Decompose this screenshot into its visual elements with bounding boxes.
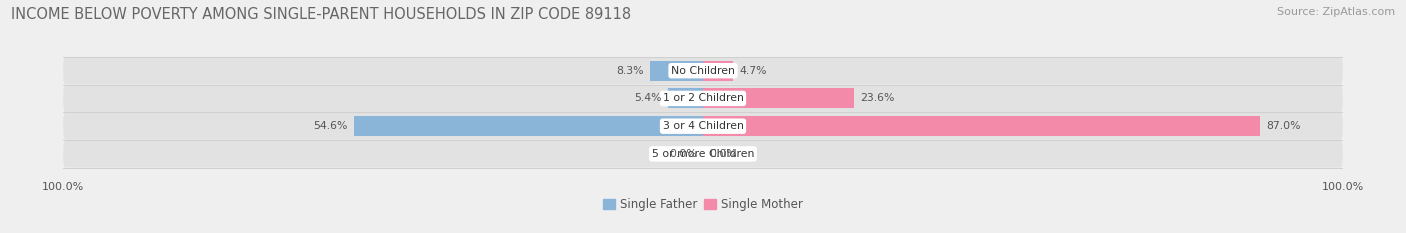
Text: 1 or 2 Children: 1 or 2 Children — [662, 93, 744, 103]
Text: 5.4%: 5.4% — [634, 93, 662, 103]
Bar — [703, 116, 1260, 136]
Text: 23.6%: 23.6% — [860, 93, 894, 103]
FancyBboxPatch shape — [63, 85, 1343, 112]
Text: 3 or 4 Children: 3 or 4 Children — [662, 121, 744, 131]
Text: 87.0%: 87.0% — [1265, 121, 1301, 131]
Text: 0.0%: 0.0% — [669, 149, 696, 159]
Bar — [650, 61, 703, 81]
Bar — [668, 89, 703, 108]
Legend: Single Father, Single Mother: Single Father, Single Mother — [599, 193, 807, 216]
FancyBboxPatch shape — [63, 140, 1343, 168]
Text: 4.7%: 4.7% — [740, 66, 766, 76]
Text: 8.3%: 8.3% — [616, 66, 644, 76]
Text: 5 or more Children: 5 or more Children — [652, 149, 754, 159]
Bar — [354, 116, 703, 136]
Text: 54.6%: 54.6% — [314, 121, 347, 131]
Text: Source: ZipAtlas.com: Source: ZipAtlas.com — [1277, 7, 1395, 17]
Bar — [703, 61, 733, 81]
Text: No Children: No Children — [671, 66, 735, 76]
Text: INCOME BELOW POVERTY AMONG SINGLE-PARENT HOUSEHOLDS IN ZIP CODE 89118: INCOME BELOW POVERTY AMONG SINGLE-PARENT… — [11, 7, 631, 22]
FancyBboxPatch shape — [63, 113, 1343, 140]
FancyBboxPatch shape — [63, 57, 1343, 84]
Bar — [703, 89, 853, 108]
Text: 0.0%: 0.0% — [710, 149, 737, 159]
